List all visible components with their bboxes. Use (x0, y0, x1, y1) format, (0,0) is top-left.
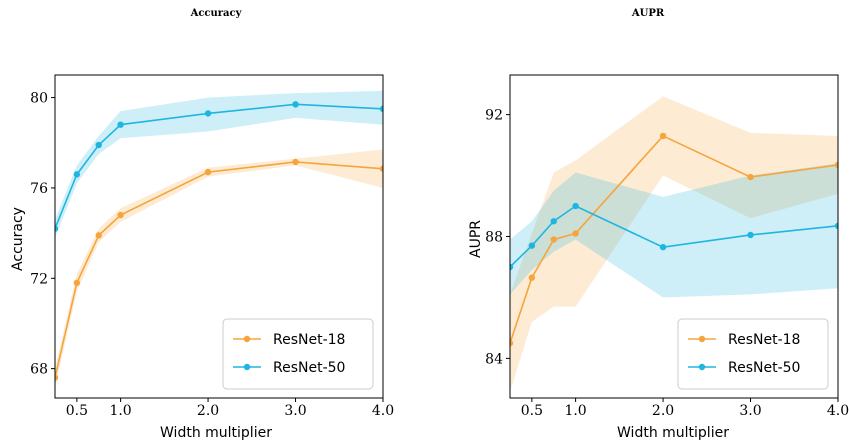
accuracy-y-tick-label: 72 (30, 271, 48, 287)
aupr-legend-label-resnet-50: ResNet-50 (728, 360, 800, 376)
aupr-y-tick-label: 88 (485, 230, 503, 246)
aupr-y-axis-label: AUPR (468, 220, 484, 258)
accuracy-point-resnet-50 (55, 225, 59, 232)
aupr-plot-area: 0.5 1.0 2.0 3.0 4.0 84 88 92 ResNet-18 ResNet-50 (485, 74, 849, 419)
aupr-panel: AUPR Width multiplier AUPR 0.5 1.0 2.0 3.0 4… (468, 8, 849, 440)
accuracy-point-resnet-18 (55, 374, 59, 381)
accuracy-legend-marker-resnet-18 (243, 335, 251, 343)
accuracy-legend: ResNet-18 ResNet-50 (222, 318, 374, 390)
aupr-x-tick-label: 3.0 (739, 403, 761, 419)
aupr-legend-box (677, 318, 829, 390)
accuracy-chart-title: Accuracy (190, 8, 243, 19)
accuracy-point-resnet-50 (73, 171, 81, 178)
aupr-x-axis-label: Width multiplier (617, 425, 729, 440)
accuracy-point-resnet-50 (95, 141, 102, 149)
accuracy-legend-box (222, 318, 374, 390)
aupr-y-tick-label: 92 (485, 108, 503, 124)
accuracy-x-tick-label: 4.0 (372, 403, 394, 419)
accuracy-confidence-band-resnet-18 (55, 149, 383, 387)
accuracy-panel: Accuracy Width multiplier Accuracy 0.5 1.… (10, 8, 394, 440)
accuracy-point-resnet-50 (204, 110, 212, 117)
aupr-chart-title: AUPR (631, 8, 665, 19)
accuracy-y-tick-label: 68 (30, 362, 48, 378)
aupr-confidence-band-resnet-50 (510, 163, 838, 298)
aupr-point-resnet-18 (834, 161, 838, 169)
aupr-point-resnet-50 (550, 218, 557, 225)
accuracy-x-tick-label: 1.0 (109, 403, 131, 419)
accuracy-plot-area: 0.5 1.0 2.0 3.0 4.0 68 72 76 80 ResNet-18 ResNet-5… (30, 74, 394, 419)
accuracy-legend-marker-resnet-50 (243, 363, 251, 371)
aupr-point-resnet-18 (528, 274, 536, 281)
aupr-point-resnet-50 (528, 242, 536, 249)
aupr-series-group (510, 96, 838, 392)
aupr-point-resnet-18 (572, 230, 579, 237)
aupr-x-tick-label: 2.0 (652, 403, 674, 419)
aupr-x-tick-label: 0.5 (521, 403, 543, 419)
accuracy-point-resnet-18 (204, 168, 212, 176)
accuracy-point-resnet-50 (379, 105, 383, 113)
aupr-point-resnet-50 (510, 263, 514, 271)
accuracy-x-axis-label: Width multiplier (160, 425, 272, 440)
aupr-legend-marker-resnet-50 (698, 363, 706, 371)
accuracy-y-axis-label: Accuracy (10, 207, 26, 271)
accuracy-point-resnet-18 (292, 158, 299, 166)
aupr-point-resnet-18 (510, 339, 514, 347)
accuracy-confidence-band-resnet-50 (55, 90, 383, 238)
aupr-point-resnet-18 (659, 132, 667, 140)
accuracy-legend-label-resnet-50: ResNet-50 (273, 360, 345, 376)
aupr-confidence-band-resnet-18 (510, 96, 838, 392)
accuracy-point-resnet-18 (73, 279, 81, 287)
accuracy-x-tick-label: 3.0 (284, 403, 306, 419)
aupr-point-resnet-18 (747, 173, 754, 181)
accuracy-x-tick-label: 0.5 (66, 403, 88, 419)
aupr-legend: ResNet-18 ResNet-50 (677, 318, 829, 390)
accuracy-point-resnet-18 (379, 165, 383, 172)
accuracy-legend-label-resnet-18: ResNet-18 (273, 332, 345, 348)
accuracy-point-resnet-50 (117, 121, 124, 128)
accuracy-y-tick-label: 80 (30, 91, 48, 107)
aupr-legend-label-resnet-18: ResNet-18 (728, 332, 800, 348)
aupr-point-resnet-50 (747, 231, 754, 239)
accuracy-point-resnet-18 (95, 232, 102, 239)
accuracy-point-resnet-18 (117, 211, 124, 219)
aupr-legend-marker-resnet-18 (698, 335, 706, 343)
accuracy-series-group (55, 90, 383, 387)
aupr-point-resnet-18 (550, 236, 557, 243)
accuracy-axes-frame (54, 74, 384, 399)
aupr-x-tick-label: 4.0 (827, 403, 849, 419)
aupr-point-resnet-50 (572, 202, 579, 210)
aupr-y-tick-label: 84 (485, 351, 503, 367)
aupr-point-resnet-50 (659, 243, 667, 251)
aupr-x-tick-label: 1.0 (564, 403, 586, 419)
accuracy-point-resnet-50 (292, 101, 299, 108)
aupr-point-resnet-50 (834, 222, 838, 230)
accuracy-y-tick-label: 76 (30, 181, 48, 197)
accuracy-x-tick-label: 2.0 (197, 403, 219, 419)
